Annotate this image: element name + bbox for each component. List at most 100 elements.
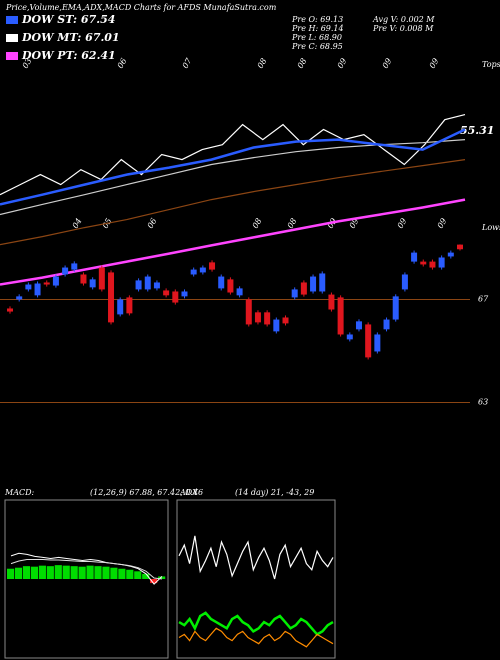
candle bbox=[181, 291, 188, 297]
candle bbox=[218, 276, 225, 289]
histogram-bar bbox=[30, 566, 39, 579]
stat: Pre L: 68.90 bbox=[291, 33, 342, 42]
legend-swatch bbox=[6, 34, 18, 42]
candle bbox=[236, 288, 243, 296]
histogram-bar bbox=[110, 567, 118, 579]
legend-swatch bbox=[6, 16, 18, 24]
stat: Pre H: 69.14 bbox=[291, 24, 344, 33]
candle bbox=[209, 262, 216, 270]
candle bbox=[264, 312, 271, 325]
candle bbox=[227, 279, 234, 293]
candle bbox=[89, 279, 96, 288]
x-tick-label: 04 bbox=[71, 217, 84, 230]
histogram-bar bbox=[38, 565, 46, 579]
y-tick-label: 67 bbox=[478, 294, 489, 303]
histogram-bar bbox=[150, 579, 158, 584]
stat: Pre O: 69.13 bbox=[291, 15, 343, 24]
candle bbox=[273, 319, 280, 332]
candle bbox=[392, 296, 399, 320]
histogram-bar bbox=[94, 566, 102, 579]
candle bbox=[144, 276, 151, 290]
candle bbox=[199, 267, 206, 273]
candle bbox=[80, 274, 87, 284]
candle bbox=[254, 312, 261, 323]
adx-panel bbox=[176, 499, 336, 659]
legend-label: DOW ST: 67.54 bbox=[21, 13, 115, 26]
histogram-bar bbox=[54, 565, 62, 579]
line bbox=[0, 128, 466, 206]
candle bbox=[319, 273, 326, 292]
candle bbox=[153, 282, 160, 289]
candle bbox=[163, 290, 170, 296]
annotation: 55.31 bbox=[460, 124, 494, 137]
candle bbox=[7, 308, 13, 312]
candle bbox=[98, 267, 105, 290]
histogram-bar bbox=[22, 566, 31, 579]
candle bbox=[310, 276, 317, 292]
candle bbox=[457, 244, 463, 250]
line bbox=[178, 611, 334, 636]
x-tick-label: 09 bbox=[436, 217, 449, 230]
chart-title: Price,Volume,EMA,ADX,MACD Charts for AFD… bbox=[5, 3, 277, 12]
candle bbox=[282, 317, 289, 324]
candle bbox=[420, 261, 427, 265]
candle bbox=[34, 283, 41, 296]
legend-swatch bbox=[6, 52, 18, 60]
candle bbox=[365, 324, 372, 358]
x-tick-label: 09 bbox=[336, 57, 349, 70]
y-tick-label: 63 bbox=[478, 397, 488, 406]
candle bbox=[16, 296, 23, 300]
histogram-bar bbox=[118, 568, 126, 579]
candle bbox=[337, 297, 344, 335]
histogram-bar bbox=[102, 566, 110, 579]
x-tick-label: 09 bbox=[396, 217, 409, 230]
line bbox=[0, 198, 466, 286]
candle bbox=[135, 280, 142, 290]
candle bbox=[374, 334, 381, 352]
candle bbox=[447, 252, 454, 257]
candle bbox=[245, 299, 252, 325]
histogram-bar bbox=[126, 569, 134, 579]
candle bbox=[117, 299, 124, 315]
x-tick-label: 08 bbox=[296, 57, 309, 70]
macd-title: MACD: bbox=[4, 488, 35, 497]
candle bbox=[126, 297, 133, 314]
histogram-bar bbox=[14, 567, 23, 579]
candle bbox=[328, 294, 335, 310]
stat: Avg V: 0.002 M bbox=[372, 15, 435, 24]
line bbox=[0, 114, 466, 196]
macd-subtitle: (12,26,9) 67.88, 67.42, 0.46 bbox=[90, 488, 203, 497]
x-tick-label: 03 bbox=[21, 57, 34, 70]
stat: Pre V: 0.008 M bbox=[372, 24, 434, 33]
candle bbox=[300, 282, 307, 295]
histogram-bar bbox=[134, 571, 142, 579]
candle bbox=[438, 257, 445, 268]
candle bbox=[346, 334, 353, 340]
line bbox=[10, 559, 163, 580]
line bbox=[10, 552, 163, 585]
line bbox=[178, 535, 334, 580]
candle bbox=[52, 276, 59, 286]
legend-label: DOW PT: 62.41 bbox=[21, 49, 116, 62]
x-tick-label: 08 bbox=[286, 217, 299, 230]
histogram-bar bbox=[158, 576, 166, 579]
candle bbox=[25, 284, 32, 290]
candle bbox=[43, 282, 50, 285]
x-tick-label: 06 bbox=[116, 57, 129, 70]
adx-subtitle: (14 day) 21, -43, 29 bbox=[235, 488, 314, 497]
candle bbox=[411, 252, 418, 262]
histogram-bar bbox=[46, 566, 54, 579]
histogram-bar bbox=[86, 565, 94, 579]
candle bbox=[71, 263, 78, 270]
histogram-bar bbox=[78, 566, 86, 579]
x-tick-label: 06 bbox=[146, 217, 159, 230]
line bbox=[0, 159, 466, 246]
x-tick-label: 08 bbox=[251, 217, 264, 230]
histogram-bar bbox=[142, 573, 150, 579]
histogram-bar bbox=[70, 566, 78, 579]
candle bbox=[190, 269, 197, 275]
candle bbox=[108, 272, 115, 323]
annotation: Lows bbox=[481, 223, 500, 232]
